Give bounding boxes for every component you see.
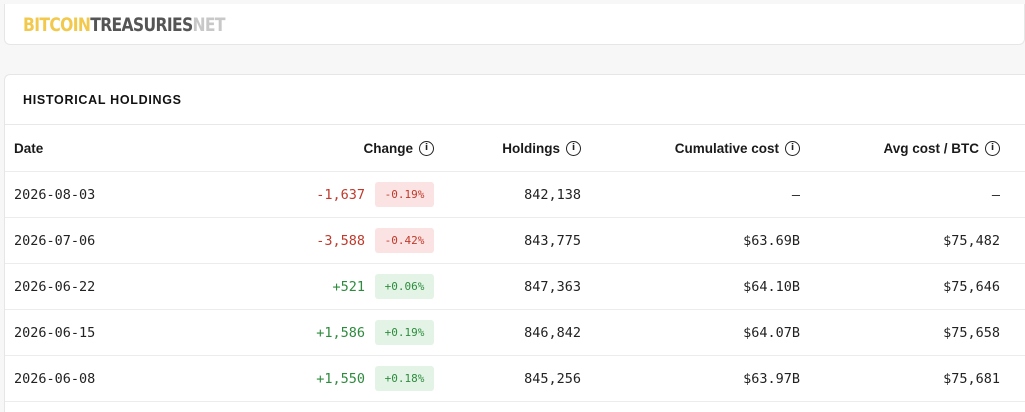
date-cell: 2026-06-08 [14,370,96,387]
info-icon[interactable]: i [785,140,800,156]
change-percent-badge: +0.06% [375,274,434,299]
column-header-date-label: Date [14,140,44,156]
change-value: -3,588 [316,232,365,249]
info-icon[interactable]: i [419,140,434,156]
info-icon[interactable]: i [566,140,581,156]
holdings-cell: 847,363 [524,278,581,295]
holdings-cell: 845,256 [524,370,581,387]
date-cell: 2026-06-15 [14,324,96,341]
holdings-cell: 843,775 [524,232,581,249]
section-divider [5,124,1025,125]
avg-cost-cell: $75,681 [943,370,1000,387]
table-row: 2026-06-08 +1,550 +0.18% 845,256 $63.97B… [5,356,1025,402]
column-header-avg-cost[interactable]: Avg cost / BTC i [883,125,1000,171]
change-percent-badge: +0.18% [375,366,434,391]
logo-part-bitcoin: BITCOIN [23,14,91,36]
cumulative-cost-cell: $63.97B [743,370,800,387]
avg-cost-cell: – [991,186,1000,203]
logo-part-net: NET [192,14,226,36]
table-row: 2026-06-15 +1,586 +0.19% 846,842 $64.07B… [5,310,1025,356]
column-header-change[interactable]: Change i [363,125,434,171]
date-cell: 2026-07-06 [14,232,96,249]
avg-cost-cell: $75,658 [943,324,1000,341]
table-row: 2026-08-03 -1,637 -0.19% 842,138 – – [5,172,1025,218]
change-cell: +521 +0.06% [332,264,434,309]
holdings-cell: 846,842 [524,324,581,341]
column-header-cumulative-cost-label: Cumulative cost [674,140,779,156]
table-row: 2026-06-22 +521 +0.06% 847,363 $64.10B $… [5,264,1025,310]
change-value: +1,550 [316,370,365,387]
avg-cost-cell: $75,482 [943,232,1000,249]
cumulative-cost-cell: $64.10B [743,278,800,295]
column-header-change-label: Change [363,140,413,156]
change-value: +521 [332,278,365,295]
column-header-avg-cost-label: Avg cost / BTC [883,140,979,156]
table-row: 2026-07-06 -3,588 -0.42% 843,775 $63.69B… [5,218,1025,264]
column-header-holdings[interactable]: Holdings i [502,125,581,171]
cumulative-cost-cell: – [791,186,800,203]
top-navigation-bar: BITCOINTREASURIESNET [4,4,1025,45]
date-cell: 2026-08-03 [14,186,96,203]
cumulative-cost-cell: $64.07B [743,324,800,341]
change-percent-badge: -0.42% [375,228,434,253]
change-cell: +1,586 +0.19% [316,310,434,355]
change-cell: +1,550 +0.18% [316,356,434,401]
historical-holdings-card: HISTORICAL HOLDINGS Date Change i Holdin… [4,74,1025,412]
column-header-holdings-label: Holdings [502,140,560,156]
change-value: +1,586 [316,324,365,341]
bitcointreasuries-logo[interactable]: BITCOINTREASURIESNET [23,14,226,36]
logo-part-treasuries: TREASURIES [90,14,193,36]
table-header-row: Date Change i Holdings i Cumulative cost… [5,125,1025,172]
change-percent-badge: -0.19% [375,182,434,207]
avg-cost-cell: $75,646 [943,278,1000,295]
change-value: -1,637 [316,186,365,203]
date-cell: 2026-06-22 [14,278,96,295]
info-icon[interactable]: i [985,140,1000,156]
cumulative-cost-cell: $63.69B [743,232,800,249]
change-cell: -1,637 -0.19% [316,172,434,217]
section-title: HISTORICAL HOLDINGS [23,93,182,107]
change-cell: -3,588 -0.42% [316,218,434,263]
column-header-date[interactable]: Date [14,125,43,171]
change-percent-badge: +0.19% [375,320,434,345]
column-header-cumulative-cost[interactable]: Cumulative cost i [675,125,800,171]
holdings-cell: 842,138 [524,186,581,203]
